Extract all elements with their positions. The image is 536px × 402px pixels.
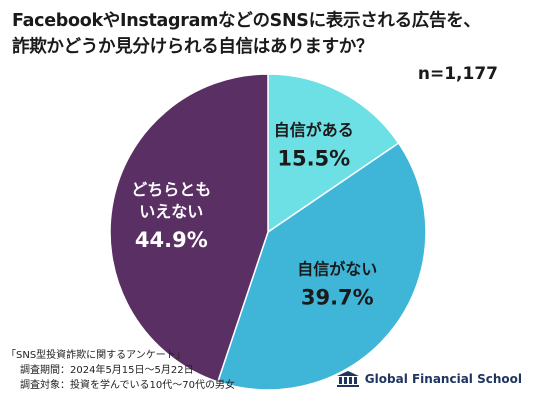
slice-label-2-line-1: 自信がない <box>297 259 377 278</box>
slice-value-3: 44.9% <box>135 228 208 252</box>
chart-title-line-1: FacebookやInstagramなどのSNSに表示される広告を、 <box>12 11 481 31</box>
sample-size: n=1,177 <box>417 64 498 84</box>
chart-title: FacebookやInstagramなどのSNSに表示される広告を、 詐欺かどう… <box>12 8 528 60</box>
pie-slice-3 <box>109 73 269 383</box>
school-building-icon <box>336 371 359 387</box>
brand-logo-group: Global Financial School <box>336 371 522 387</box>
pie-slices <box>109 73 427 391</box>
slice-value-1: 15.5% <box>277 146 350 170</box>
slice-label-3-line-1: どちらとも <box>131 180 211 199</box>
brand-name: Global Financial School <box>364 372 522 386</box>
slice-value-2: 39.7% <box>301 285 374 309</box>
pie-slice-1 <box>267 73 400 234</box>
slice-label-3-line-2: いえない <box>139 202 203 221</box>
survey-period: 調査期間：2024年5月15日〜5月22日 <box>20 365 194 376</box>
pie-slice-2 <box>216 142 427 391</box>
survey-source: 「SNS型投資詐欺に関するアンケート」 調査期間：2024年5月15日〜5月22… <box>6 348 235 393</box>
survey-target: 調査対象：投資を学んでいる10代〜70代の男女 <box>20 380 235 391</box>
survey-name: 「SNS型投資詐欺に関するアンケート」 <box>6 350 186 361</box>
slice-label-1-line-1: 自信がある <box>274 120 354 139</box>
chart-title-line-2: 詐欺かどうか見分けられる自信はありますか？ <box>12 37 374 57</box>
